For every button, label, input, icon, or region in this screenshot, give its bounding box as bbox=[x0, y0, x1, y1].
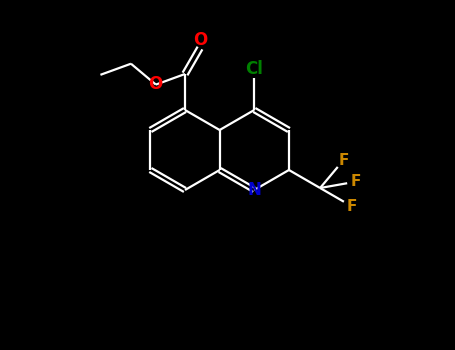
Text: Cl: Cl bbox=[245, 60, 263, 77]
Text: O: O bbox=[148, 75, 162, 93]
Text: F: F bbox=[339, 153, 349, 168]
Text: F: F bbox=[351, 174, 361, 189]
Text: F: F bbox=[347, 199, 357, 214]
Text: O: O bbox=[193, 30, 207, 49]
Text: N: N bbox=[248, 181, 261, 199]
